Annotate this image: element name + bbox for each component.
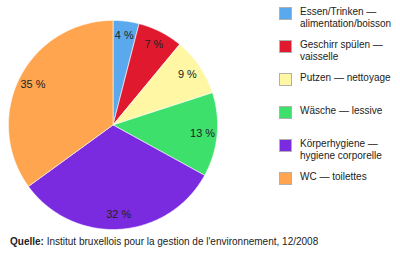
- html-text:Quelle: Institut bruxellois po: Quelle: Institut bruxellois pour la gest…: [10, 236, 319, 247]
- html-text:Wäsche — lessive: Wäsche — lessive: [300, 105, 383, 116]
- html-text:Putzen — nettoyage: Putzen — nettoyage: [300, 72, 391, 83]
- html-text:Essen/Trinken — alimentation/b: Essen/Trinken — alimentation/boisson: [300, 6, 392, 29]
- svg-text:4 %: 4 %: [115, 29, 134, 41]
- html-text:Geschirr spülen — vaisselle: Geschirr spülen — vaisselle: [300, 39, 383, 62]
- svg-text:13 %: 13 %: [190, 127, 215, 139]
- svg-text:7 %: 7 %: [144, 38, 163, 50]
- svg-text:35 %: 35 %: [20, 78, 45, 90]
- html-text:WC — toilettes: WC — toilettes: [300, 171, 367, 182]
- html-text:Körperhygiene — hygiene corpor: Körperhygiene — hygiene corporelle: [300, 138, 382, 161]
- svg-text:9 %: 9 %: [178, 68, 197, 80]
- svg-text:32 %: 32 %: [106, 208, 131, 220]
